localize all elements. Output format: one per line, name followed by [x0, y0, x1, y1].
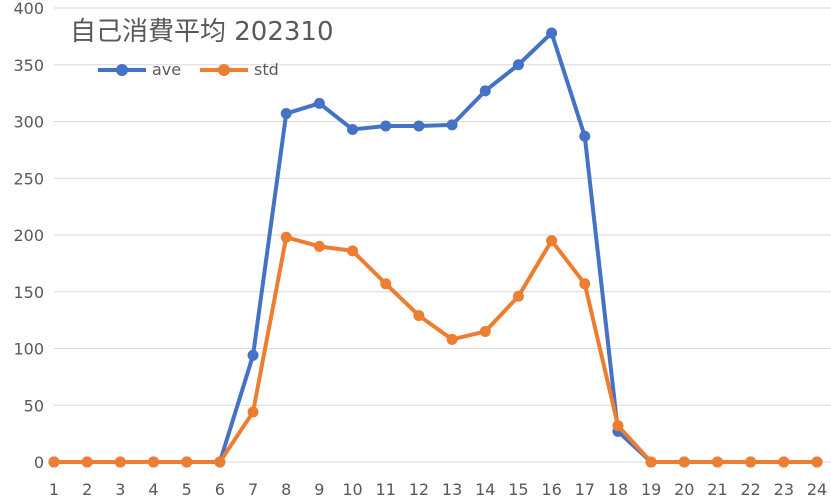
- x-tick-label: 11: [376, 480, 396, 499]
- data-point-std: [313, 240, 325, 252]
- y-tick-label: 300: [13, 113, 44, 132]
- y-tick-label: 50: [24, 396, 44, 415]
- data-point-ave: [446, 119, 458, 131]
- x-tick-label: 12: [409, 480, 429, 499]
- data-point-std: [512, 290, 524, 302]
- x-tick-label: 4: [148, 480, 158, 499]
- data-point-std: [645, 456, 657, 468]
- data-point-std: [579, 278, 591, 290]
- data-point-ave: [313, 97, 325, 109]
- data-point-std: [280, 231, 292, 243]
- data-point-std: [745, 456, 757, 468]
- legend-marker: [116, 64, 128, 76]
- data-point-ave: [380, 120, 392, 132]
- x-tick-label: 2: [82, 480, 92, 499]
- x-tick-label: 8: [281, 480, 291, 499]
- y-tick-label: 0: [34, 453, 44, 472]
- series-line-ave: [52, 30, 819, 464]
- data-point-std: [778, 456, 790, 468]
- x-tick-label: 9: [314, 480, 324, 499]
- x-tick-label: 17: [575, 480, 595, 499]
- data-point-ave: [579, 130, 591, 142]
- data-point-std: [214, 456, 226, 468]
- data-point-std: [148, 456, 160, 468]
- x-tick-label: 6: [215, 480, 225, 499]
- x-tick-label: 19: [641, 480, 661, 499]
- series-lines: [48, 27, 823, 468]
- data-point-std: [48, 456, 60, 468]
- chart-title: 自己消費平均 202310: [70, 17, 334, 47]
- data-point-ave: [546, 27, 558, 39]
- legend-label: ave: [152, 60, 181, 79]
- x-tick-label: 21: [707, 480, 727, 499]
- y-tick-label: 100: [13, 340, 44, 359]
- data-point-ave: [413, 120, 425, 132]
- series-std: [48, 231, 823, 468]
- y-tick-label: 200: [13, 226, 44, 245]
- data-point-ave: [347, 123, 359, 135]
- x-tick-label: 14: [475, 480, 495, 499]
- x-tick-label: 22: [740, 480, 760, 499]
- data-point-std: [546, 235, 558, 247]
- legend-label: std: [254, 60, 279, 79]
- series-line-std: [52, 235, 819, 464]
- y-tick-label: 150: [13, 283, 44, 302]
- data-point-ave: [247, 349, 259, 361]
- data-point-std: [711, 456, 723, 468]
- legend-item-ave: ave: [98, 60, 181, 79]
- x-tick-label: 10: [342, 480, 362, 499]
- legend-item-std: std: [200, 60, 279, 79]
- legend: ave std: [98, 60, 279, 79]
- x-tick-label: 1: [49, 480, 59, 499]
- y-axis-ticks: 0 50 100 150 200 250 300 350 400: [13, 0, 44, 472]
- data-point-ave: [512, 59, 524, 71]
- x-tick-label: 16: [541, 480, 561, 499]
- series-ave: [48, 27, 823, 468]
- data-point-std: [380, 278, 392, 290]
- gridlines: [54, 7, 831, 463]
- data-point-std: [347, 245, 359, 257]
- x-tick-label: 23: [774, 480, 794, 499]
- data-point-std: [114, 456, 126, 468]
- data-point-std: [811, 456, 823, 468]
- data-point-ave: [479, 85, 491, 97]
- legend-marker: [218, 64, 230, 76]
- data-point-std: [81, 456, 93, 468]
- data-point-std: [612, 420, 624, 432]
- x-axis-ticks: 1 2 3 4 5 6 7 8 9 10 11 12 13 14 15 16 17 18 19 20 21 22 23 24: [49, 480, 827, 499]
- data-point-std: [181, 456, 193, 468]
- data-point-std: [678, 456, 690, 468]
- data-point-std: [413, 310, 425, 322]
- x-tick-label: 7: [248, 480, 258, 499]
- data-point-ave: [280, 108, 292, 120]
- data-point-std: [247, 406, 259, 418]
- x-tick-label: 3: [115, 480, 125, 499]
- data-point-std: [446, 333, 458, 345]
- y-tick-label: 400: [13, 0, 44, 18]
- x-tick-label: 5: [182, 480, 192, 499]
- y-tick-label: 250: [13, 169, 44, 188]
- x-tick-label: 24: [807, 480, 827, 499]
- x-tick-label: 13: [442, 480, 462, 499]
- y-tick-label: 350: [13, 56, 44, 75]
- x-tick-label: 15: [508, 480, 528, 499]
- x-tick-label: 20: [674, 480, 694, 499]
- x-tick-label: 18: [608, 480, 628, 499]
- data-point-std: [479, 325, 491, 337]
